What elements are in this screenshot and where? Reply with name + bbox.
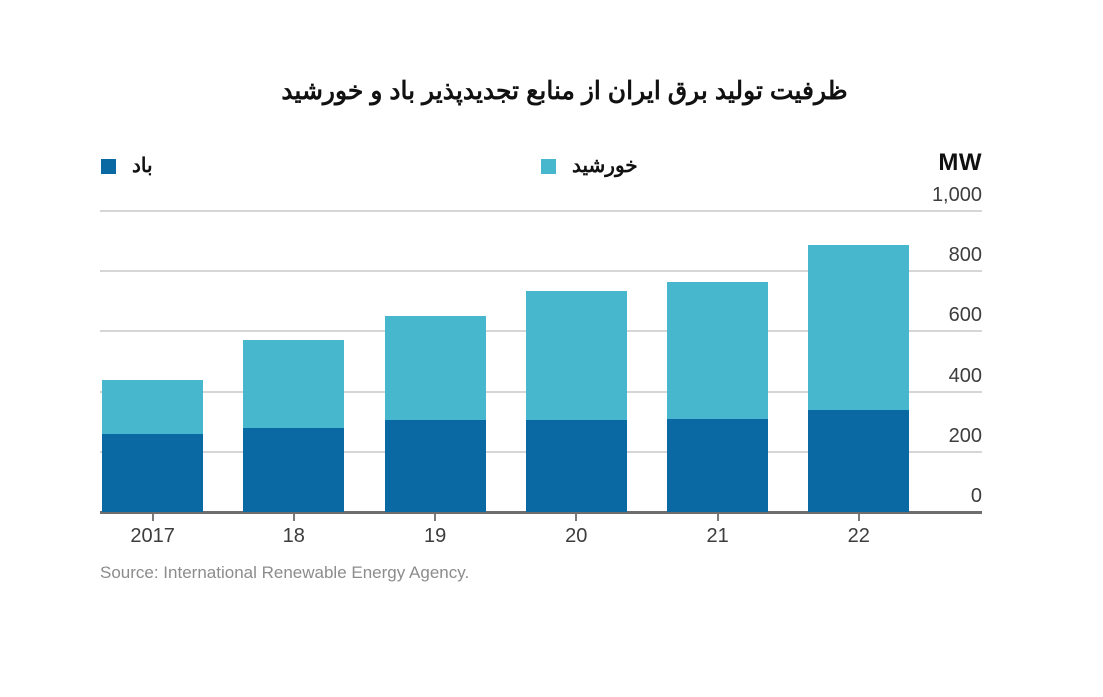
bar-18-solar bbox=[243, 340, 345, 428]
bar-19-solar bbox=[384, 316, 486, 421]
legend-item-solar: خورشید bbox=[541, 156, 638, 176]
wind-swatch-icon bbox=[101, 158, 116, 174]
xtick-18 bbox=[292, 514, 295, 521]
ytick-label-800: 800 bbox=[948, 244, 982, 267]
bar-20-solar bbox=[525, 290, 627, 421]
bar-2017-solar bbox=[102, 379, 204, 434]
gridline-1000 bbox=[100, 209, 982, 212]
xtick-label-2017: 2017 bbox=[130, 525, 175, 547]
bar-20-wind bbox=[525, 420, 627, 512]
bar-21-solar bbox=[667, 281, 769, 419]
legend-label-wind: باد bbox=[132, 155, 153, 177]
ytick-label-1000: 1,000 bbox=[931, 183, 982, 206]
xtick-2017 bbox=[151, 514, 154, 521]
gridline-800 bbox=[100, 270, 982, 273]
legend-item-wind: باد bbox=[101, 156, 153, 176]
bar-22-solar bbox=[808, 245, 910, 410]
ytick-label-400: 400 bbox=[948, 364, 982, 387]
bar-19-wind bbox=[384, 420, 486, 512]
bar-22-wind bbox=[808, 409, 910, 512]
xtick-19 bbox=[434, 514, 437, 521]
bar-21-wind bbox=[667, 418, 769, 512]
xtick-label-19: 19 bbox=[423, 525, 447, 547]
solar-swatch-icon bbox=[541, 158, 556, 174]
ytick-label-600: 600 bbox=[948, 304, 982, 327]
legend-label-solar: خورشید bbox=[572, 155, 638, 177]
xtick-22 bbox=[857, 514, 860, 521]
xtick-label-21: 21 bbox=[706, 525, 729, 547]
xtick-21 bbox=[716, 514, 719, 521]
ytick-label-0: 0 bbox=[970, 485, 982, 507]
bar-18-wind bbox=[243, 427, 345, 512]
xtick-label-20: 20 bbox=[565, 525, 588, 547]
ytick-label-200: 200 bbox=[948, 424, 982, 447]
bar-2017-wind bbox=[102, 433, 204, 512]
xtick-20 bbox=[575, 514, 578, 521]
chart-title: ظرفیت تولید برق ایران از منابع تجدیدپذیر… bbox=[281, 77, 848, 105]
x-axis-line bbox=[100, 511, 982, 514]
y-axis-unit-label: MW bbox=[938, 149, 982, 176]
source-note: Source: International Renewable Energy A… bbox=[100, 563, 470, 582]
xtick-label-18: 18 bbox=[282, 525, 305, 547]
xtick-label-22: 22 bbox=[847, 525, 870, 547]
